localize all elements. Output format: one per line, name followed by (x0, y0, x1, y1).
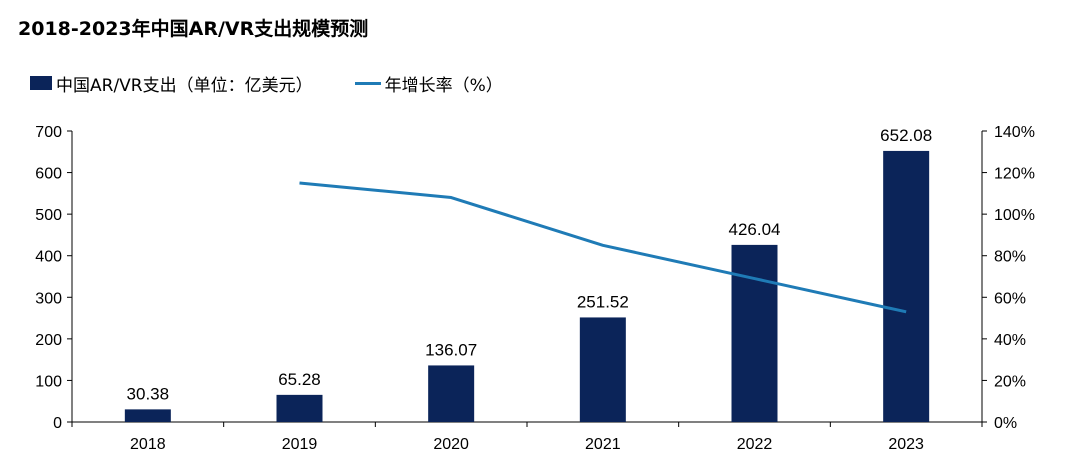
bar (428, 365, 475, 422)
bar (276, 394, 323, 422)
right-tick-label: 120% (994, 166, 1035, 183)
legend-item-bar: 中国AR/VR支出（单位：亿美元） (30, 71, 313, 96)
legend-label-bar: 中国AR/VR支出（单位：亿美元） (56, 75, 313, 96)
right-tick-label: 20% (994, 373, 1026, 390)
x-tick-label: 2018 (130, 436, 166, 453)
right-tick-label: 80% (994, 249, 1026, 266)
bar-data-label: 30.38 (127, 384, 170, 403)
left-tick-label: 600 (35, 166, 62, 183)
legend-label-line: 年增长率（%） (384, 75, 503, 96)
bar (579, 317, 626, 422)
bar-data-label: 652.08 (880, 126, 932, 145)
bar (883, 150, 930, 423)
bar-data-label: 426.04 (729, 220, 781, 239)
left-tick-label: 200 (35, 332, 62, 349)
bar-data-label: 251.52 (577, 292, 629, 311)
left-tick-label: 100 (35, 373, 62, 390)
right-tick-label: 100% (994, 207, 1035, 224)
legend-swatch-bar (30, 76, 52, 90)
chart-legend: 中国AR/VR支出（单位：亿美元） 年增长率（%） (30, 70, 503, 96)
left-tick-label: 700 (35, 124, 62, 141)
bar (731, 244, 778, 422)
bar-data-label: 65.28 (278, 370, 321, 389)
legend-swatch-line (354, 81, 381, 85)
right-tick-label: 140% (994, 124, 1035, 141)
x-tick-label: 2022 (737, 436, 773, 453)
legend-item-line: 年增长率（%） (354, 71, 503, 96)
chart-title: 2018-2023年中国AR/VR支出规模预测 (18, 18, 369, 40)
bar (124, 409, 171, 422)
x-tick-label: 2021 (585, 436, 621, 453)
right-tick-label: 60% (994, 290, 1026, 307)
x-tick-label: 2020 (433, 436, 469, 453)
right-tick-label: 40% (994, 332, 1026, 349)
left-tick-label: 300 (35, 290, 62, 307)
x-tick-label: 2019 (282, 436, 318, 453)
x-tick-label: 2023 (888, 436, 924, 453)
bar-data-label: 136.07 (425, 340, 477, 359)
left-tick-label: 500 (35, 207, 62, 224)
left-tick-label: 0 (53, 415, 62, 432)
left-tick-label: 400 (35, 249, 62, 266)
right-tick-label: 0% (994, 415, 1017, 432)
